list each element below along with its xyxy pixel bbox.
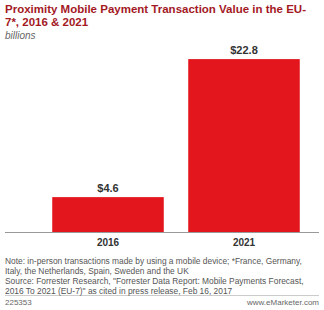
x-tick-label: 2016 (97, 237, 120, 248)
baseline (5, 232, 319, 233)
bar (52, 197, 164, 232)
x-tick-label: 2021 (233, 237, 256, 248)
bar (188, 59, 300, 232)
title: Proximity Mobile Payment Transaction Val… (5, 3, 319, 29)
bars (52, 59, 300, 232)
notes: Note: in-person transactions made by usi… (5, 256, 319, 296)
labels: $4.6 2016 $22.8 2021 (97, 44, 258, 248)
footer-site: www.eMarketer.com (247, 298, 319, 307)
source: Source: Forrester Research, "Forrester D… (5, 276, 319, 296)
data-label: $4.6 (97, 182, 118, 194)
footer-id: 225353 (5, 298, 32, 307)
note: Note: in-person transactions made by usi… (5, 256, 319, 276)
data-label: $22.8 (230, 44, 258, 56)
subtitle: billions (5, 30, 36, 41)
